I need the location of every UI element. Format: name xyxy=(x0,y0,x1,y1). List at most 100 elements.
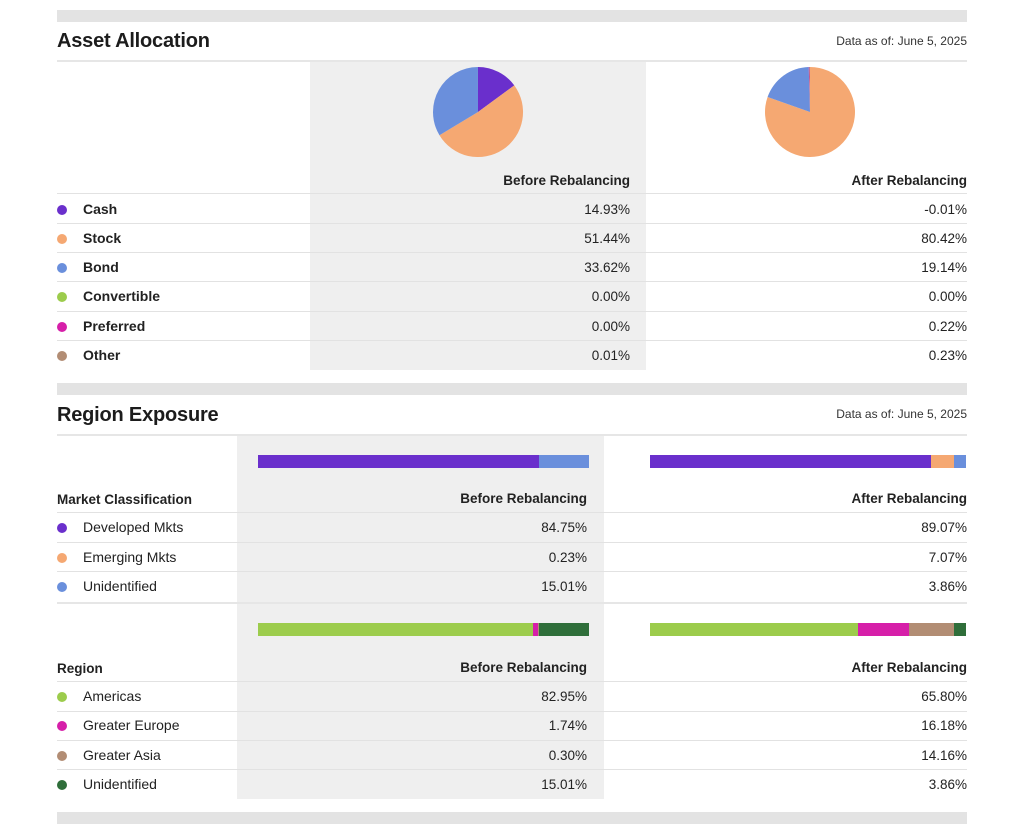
market-before-value: 84.75% xyxy=(541,520,587,535)
row-divider xyxy=(57,681,967,682)
row-divider xyxy=(57,311,967,312)
asset-after-value: 19.14% xyxy=(921,260,967,275)
market-after-value: 89.07% xyxy=(921,520,967,535)
other-legend-dot xyxy=(57,351,67,361)
asset-after-value: -0.01% xyxy=(924,202,967,217)
asset-row-label: Stock xyxy=(83,230,122,246)
region-row-label: Greater Europe xyxy=(83,717,180,733)
bar-segment-unidentified xyxy=(539,623,589,636)
stock-legend-dot xyxy=(57,234,67,244)
bar-segment-emerging-mkts xyxy=(931,455,954,468)
section-divider xyxy=(57,812,967,824)
asia-legend-dot xyxy=(57,751,67,761)
asset-row-label: Convertible xyxy=(83,288,161,304)
asset-col-before: Before Rebalancing xyxy=(503,173,630,188)
market-bar-before xyxy=(258,455,589,468)
bar-segment-developed-mkts xyxy=(258,455,539,468)
unidentified-market-legend-dot xyxy=(57,582,67,592)
region-row-label: Unidentified xyxy=(83,776,157,792)
asset-after-value: 80.42% xyxy=(921,231,967,246)
asset-row-label: Bond xyxy=(83,259,119,275)
asset-before-value: 0.00% xyxy=(591,319,630,334)
bar-segment-unidentified xyxy=(953,455,966,468)
row-divider xyxy=(57,571,967,572)
row-divider xyxy=(57,769,967,770)
asset-after-value: 0.22% xyxy=(928,319,967,334)
region-after-value: 65.80% xyxy=(921,689,967,704)
market-col-before: Before Rebalancing xyxy=(460,491,587,506)
bar-segment-unidentified xyxy=(539,455,589,468)
market-after-value: 3.86% xyxy=(928,579,967,594)
section-rule xyxy=(57,434,967,436)
row-divider xyxy=(57,740,967,741)
region-before-value: 15.01% xyxy=(541,777,587,792)
region-col-before: Before Rebalancing xyxy=(460,660,587,675)
cash-legend-dot xyxy=(57,205,67,215)
bar-segment-emerging-mkts xyxy=(538,455,540,468)
pie-slice-cash xyxy=(478,67,515,112)
unidentified-region-legend-dot xyxy=(57,780,67,790)
row-divider xyxy=(57,252,967,253)
pie-slice-other xyxy=(809,66,810,112)
emerging-legend-dot xyxy=(57,553,67,563)
developed-legend-dot xyxy=(57,523,67,533)
asset-before-value: 0.01% xyxy=(591,348,630,363)
bar-segment-greater-europe xyxy=(532,623,539,636)
bar-segment-americas xyxy=(650,623,858,636)
row-divider xyxy=(57,223,967,224)
bar-segment-developed-mkts xyxy=(650,455,932,468)
convertible-legend-dot xyxy=(57,292,67,302)
asset-col-after: After Rebalancing xyxy=(851,173,967,188)
asset-allocation-title: Asset Allocation xyxy=(57,30,210,52)
region-after-value: 16.18% xyxy=(921,718,967,733)
pie-slice-stock xyxy=(439,85,524,158)
row-divider xyxy=(57,193,967,194)
section-divider xyxy=(57,383,967,395)
asset-row-label: Preferred xyxy=(83,318,146,334)
market-before-value: 0.23% xyxy=(548,550,587,565)
pie-slice-bond xyxy=(433,67,478,136)
region-row-label: Americas xyxy=(83,688,142,704)
asset-before-value: 14.93% xyxy=(584,202,630,217)
region-exposure-as-of: Data as of: June 5, 2025 xyxy=(836,407,967,421)
asset-row-label: Other xyxy=(83,347,121,363)
bar-segment-greater-asia xyxy=(909,623,954,636)
row-divider xyxy=(57,281,967,282)
preferred-legend-dot xyxy=(57,322,67,332)
market-classification-header: Market Classification xyxy=(57,492,193,507)
bond-legend-dot xyxy=(57,263,67,273)
region-before-value: 0.30% xyxy=(548,748,587,763)
pie-slice-preferred xyxy=(808,67,810,112)
pie-chart-before xyxy=(433,67,524,158)
asset-before-value: 33.62% xyxy=(584,260,630,275)
market-after-value: 7.07% xyxy=(928,550,967,565)
region-bar-after xyxy=(650,623,966,636)
market-row-label: Developed Mkts xyxy=(83,519,184,535)
market-col-after: After Rebalancing xyxy=(851,491,967,506)
section-rule xyxy=(57,60,967,62)
region-before-value: 82.95% xyxy=(541,689,587,704)
region-exposure-title: Region Exposure xyxy=(57,404,219,426)
row-divider xyxy=(57,711,967,712)
region-col-after: After Rebalancing xyxy=(851,660,967,675)
asset-after-value: 0.00% xyxy=(928,289,967,304)
market-before-value: 15.01% xyxy=(541,579,587,594)
region-bar-before xyxy=(258,623,589,636)
bar-segment-unidentified xyxy=(953,623,966,636)
bar-segment-americas xyxy=(258,623,533,636)
region-row-label: Greater Asia xyxy=(83,747,161,763)
americas-legend-dot xyxy=(57,692,67,702)
market-row-label: Unidentified xyxy=(83,578,157,594)
asset-after-value: 0.23% xyxy=(928,348,967,363)
row-divider xyxy=(57,542,967,543)
europe-legend-dot xyxy=(57,721,67,731)
before-column-shade xyxy=(237,604,604,799)
pie-slice-stock xyxy=(765,67,856,158)
asset-before-value: 51.44% xyxy=(584,231,630,246)
bar-segment-greater-europe xyxy=(857,623,910,636)
asset-allocation-as-of: Data as of: June 5, 2025 xyxy=(836,34,967,48)
asset-before-value: 0.00% xyxy=(591,289,630,304)
section-divider xyxy=(57,10,967,22)
bar-segment-greater-asia xyxy=(538,623,540,636)
region-header: Region xyxy=(57,661,103,676)
